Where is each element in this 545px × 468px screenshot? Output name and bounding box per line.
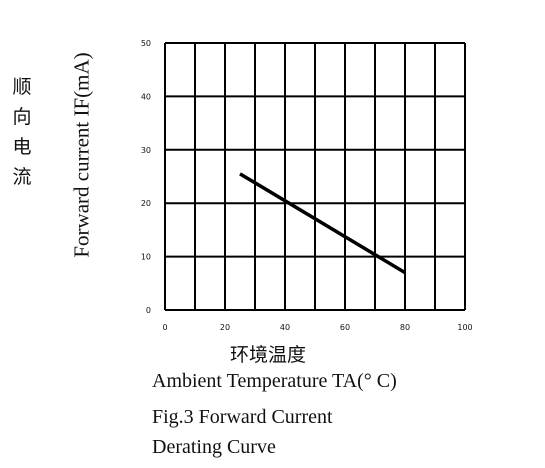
y-tick-label: 30	[141, 146, 151, 155]
x-axis-label: Ambient Temperature TA(° C)	[152, 370, 397, 392]
y-axis-label-chinese: 顺 向 电 流	[10, 72, 34, 192]
x-tick-label: 100	[457, 323, 472, 332]
y-tick-label: 10	[141, 253, 151, 262]
caption-line-2: Derating Curve	[152, 436, 276, 458]
y-axis-label-cn-char: 电	[12, 136, 32, 158]
y-axis-label-cn-char: 顺	[12, 76, 32, 98]
x-tick-label: 80	[400, 323, 410, 332]
y-tick-label: 40	[141, 92, 151, 101]
x-tick-label: 40	[280, 323, 290, 332]
y-tick-label: 20	[141, 199, 151, 208]
caption-line-1: Fig.3 Forward Current	[152, 406, 333, 428]
y-axis-label: Forward current IF(mA)	[69, 52, 94, 258]
series	[239, 172, 406, 275]
y-tick-label: 50	[141, 39, 151, 48]
x-tick-label: 20	[220, 323, 230, 332]
y-tick-label: 0	[146, 306, 151, 315]
plot-grid	[164, 42, 466, 311]
x-tick-label: 60	[340, 323, 350, 332]
x-tick-labels: 0 20 40 60 80 100	[162, 323, 472, 332]
figure-caption: Fig.3 Forward Current Derating Curve	[152, 402, 333, 462]
derating-line	[239, 172, 406, 275]
y-axis-label-cn-char: 流	[12, 166, 32, 188]
y-tick-labels: 0 10 20 30 40 50	[141, 39, 151, 315]
x-axis-label-chinese: 环境温度	[230, 344, 307, 366]
x-tick-label: 0	[162, 323, 167, 332]
y-axis-label-cn-char: 向	[12, 106, 32, 128]
